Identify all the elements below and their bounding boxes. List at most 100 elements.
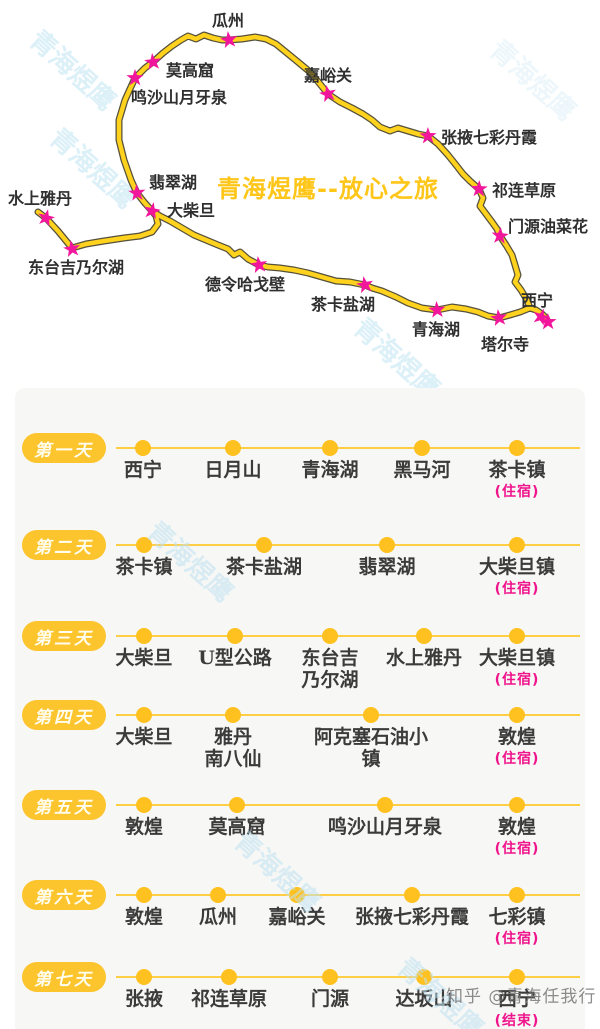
itinerary-day-row: 第五天 敦煌 莫高窟 鸣沙山月牙泉 敦煌 (住宿) [15, 790, 585, 876]
stop-label: 大柴旦 [115, 647, 173, 669]
map-location-label: 鸣沙山月牙泉 [131, 88, 228, 107]
map-location-label: 瓜州 [212, 11, 244, 30]
itinerary-panel: 第一天 西宁 日月山 青海湖 黑马河 茶卡镇 (住宿) 第二天 茶卡镇 茶卡盐湖 翡翠湖 大柴旦镇 (住… [15, 388, 585, 1029]
timeline-stop-dot [229, 797, 245, 813]
timeline-stop-dot [379, 537, 395, 553]
timeline-line [116, 894, 580, 896]
stop-label: 祁连草原 [190, 988, 267, 1010]
timeline-stop-dot [509, 797, 525, 813]
timeline-stop-dot [210, 887, 226, 903]
timeline-stop-dot [136, 969, 152, 985]
stop-note: (结束) [494, 1012, 540, 1029]
map-location-label: 青海湖 [412, 320, 460, 339]
timeline-stop-dot [509, 969, 525, 985]
day-label-pill: 第四天 [22, 700, 106, 730]
map-location-label: 嘉峪关 [303, 66, 352, 85]
stop-label: 鸣沙山月牙泉 [327, 816, 442, 838]
timeline-stop-dot [322, 440, 338, 456]
zhihu-watermark: 知乎 @青海任我行 [446, 987, 597, 1007]
map-location-label: 门源油菜花 [508, 217, 588, 236]
timeline-stop-dot [136, 537, 152, 553]
itinerary-day-row: 第二天 茶卡镇 茶卡盐湖 翡翠湖 大柴旦镇 (住宿) [15, 530, 585, 616]
timeline-stop-dot [322, 969, 338, 985]
stop-note: (住宿) [494, 930, 540, 947]
stop-label: 嘉峪关 [268, 906, 326, 928]
day-label-pill: 第二天 [22, 530, 106, 560]
stop-label: 水上雅丹 [385, 647, 462, 669]
stop-label: 敦煌 [124, 816, 163, 838]
timeline-stop-dot [363, 707, 379, 723]
timeline-stop-dot [509, 537, 525, 553]
timeline-stop-dot [509, 707, 525, 723]
timeline-stop-dot [509, 440, 525, 456]
map-location-label: 西宁 [521, 291, 553, 310]
stop-label: 茶卡盐湖 [225, 556, 302, 578]
stop-label: 东台吉 乃尔湖 [301, 647, 359, 691]
day-label-pill: 第三天 [22, 621, 106, 651]
timeline-stop-dot [509, 887, 525, 903]
timeline-stop-dot [136, 707, 152, 723]
itinerary-day-row: 第六天 敦煌 瓜州 嘉峪关 张掖七彩丹霞 七彩镇 (住宿) [15, 880, 585, 966]
timeline-line [116, 714, 580, 716]
itinerary-day-row: 第三天 大柴旦 U型公路 东台吉 乃尔湖 水上雅丹 大柴旦镇 (住宿) [15, 621, 585, 707]
map-location-label: 莫高窟 [165, 61, 214, 80]
stop-label: 西宁 [123, 459, 162, 481]
map-location-label: 水上雅丹 [8, 189, 72, 208]
map-location-label: 大柴旦 [167, 201, 215, 220]
route-map: 青海煜鹰 青海煜鹰 青海煜鹰 青海煜鹰 瓜州 莫高窟 鸣沙山月牙泉 嘉峪关 张掖七彩丹霞… [0, 0, 600, 405]
stop-label: 茶卡镇 [115, 556, 173, 578]
timeline-stop-dot [225, 707, 241, 723]
stop-label: 敦煌 (住宿) [452, 726, 582, 767]
timeline-line [116, 635, 580, 637]
stop-label: 瓜州 [198, 906, 237, 928]
timeline-stop-dot [322, 628, 338, 644]
timeline-stop-dot [221, 969, 237, 985]
map-location-label: 翡翠湖 [149, 173, 197, 192]
stop-label: 达坂山 [395, 988, 453, 1010]
stop-note: (住宿) [494, 580, 540, 597]
day-label-pill: 第七天 [22, 962, 106, 992]
timeline-stop-dot [416, 969, 432, 985]
day-label-pill: 第五天 [22, 790, 106, 820]
map-location-label: 张掖七彩丹霞 [441, 128, 538, 147]
stop-note: (住宿) [494, 483, 540, 500]
stop-label: 雅丹 南八仙 [204, 726, 262, 770]
timeline-stop-dot [509, 628, 525, 644]
stop-label: 门源 [310, 988, 349, 1010]
map-location-label: 德令哈戈壁 [205, 275, 285, 294]
map-location-label: 东台吉乃尔湖 [28, 258, 124, 277]
map-location-label: 祁连草原 [492, 181, 556, 200]
stop-label: 莫高窟 [208, 816, 266, 838]
map-location-label: 茶卡盐湖 [310, 295, 375, 314]
stop-label: 大柴旦镇 (住宿) [452, 647, 582, 688]
timeline-stop-dot [256, 537, 272, 553]
timeline-stop-dot [136, 887, 152, 903]
timeline-stop-dot [377, 797, 393, 813]
timeline-line [116, 976, 580, 978]
stop-label: U型公路 [198, 647, 272, 669]
map-brand-title: 青海煜鹰--放心之旅 [217, 175, 439, 203]
day-label-pill: 第六天 [22, 880, 106, 910]
timeline-line [116, 544, 580, 546]
stop-label: 西宁 (结束) [452, 988, 582, 1029]
timeline-line [116, 447, 580, 449]
stop-label: 张掖 [124, 988, 163, 1010]
stop-label: 七彩镇 (住宿) [452, 906, 582, 947]
itinerary-day-row: 第七天 张掖 祁连草原 门源 达坂山 西宁 (结束) [15, 962, 585, 1029]
stop-label: 翡翠湖 [358, 556, 416, 578]
stop-label: 阿克塞石油小镇 [313, 726, 428, 770]
timeline-stop-dot [135, 440, 151, 456]
stop-label: 青海湖 [301, 459, 359, 481]
timeline-stop-dot [136, 628, 152, 644]
timeline-stop-dot [416, 628, 432, 644]
timeline-stop-dot [289, 887, 305, 903]
watermark-text: 青海煜鹰 [483, 34, 581, 127]
stop-note: (住宿) [494, 750, 540, 767]
route-map-svg: 青海煜鹰 青海煜鹰 青海煜鹰 青海煜鹰 瓜州莫高窟鸣沙山月牙泉嘉峪关张掖七彩丹霞… [8, 11, 588, 405]
stop-label: 黑马河 [393, 459, 451, 481]
stop-note: (住宿) [494, 840, 540, 857]
watermark-text: 青海煜鹰 [23, 24, 121, 117]
itinerary-day-row: 第一天 西宁 日月山 青海湖 黑马河 茶卡镇 (住宿) [15, 433, 585, 519]
timeline-stop-dot [404, 887, 420, 903]
stop-note: (住宿) [494, 671, 540, 688]
